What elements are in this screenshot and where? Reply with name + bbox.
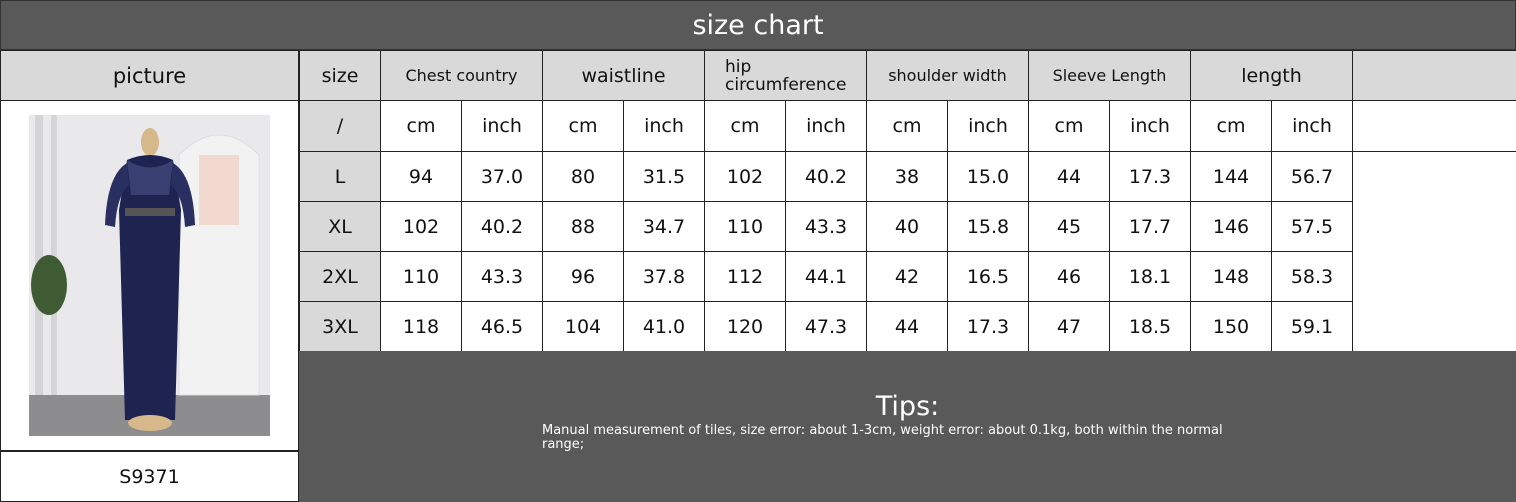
unit-cell: inch [461,100,543,152]
value-cell: 88 [542,201,624,252]
unit-cell: cm [704,100,786,152]
value-cell: 56.7 [1271,151,1353,202]
value-cell: 40.2 [461,201,543,252]
value-cell: 144 [1190,151,1272,202]
size-cell: XL [299,201,381,252]
unit-cell: inch [947,100,1029,152]
column-header: Sleeve Length [1028,50,1191,101]
value-cell: 110 [704,201,786,252]
picture-header: picture [0,50,299,101]
unit-cell: cm [1190,100,1272,152]
value-cell: 47 [1028,301,1110,352]
tips-title: Tips: [875,391,940,422]
unit-cell: cm [866,100,948,152]
value-cell: 43.3 [785,201,867,252]
value-cell: 80 [542,151,624,202]
value-cell: 17.3 [1109,151,1191,202]
value-cell: 16.5 [947,251,1029,302]
chart-title: size chart [0,0,1516,50]
value-cell: 148 [1190,251,1272,302]
value-cell: 46.5 [461,301,543,352]
value-cell: 43.3 [461,251,543,302]
value-cell: 47.3 [785,301,867,352]
value-cell: 15.8 [947,201,1029,252]
value-cell: 94 [380,151,462,202]
dress-photo [29,115,270,436]
value-cell: 44 [866,301,948,352]
size-cell: 2XL [299,251,381,302]
column-header: hip circumference [704,50,867,101]
value-cell: 104 [542,301,624,352]
value-cell: 38 [866,151,948,202]
empty-header [1352,50,1516,101]
value-cell: 15.0 [947,151,1029,202]
unit-cell: inch [1109,100,1191,152]
value-cell: 45 [1028,201,1110,252]
value-cell: 18.5 [1109,301,1191,352]
value-cell: 41.0 [623,301,705,352]
value-cell: 110 [380,251,462,302]
value-cell: 112 [704,251,786,302]
value-cell: 58.3 [1271,251,1353,302]
value-cell: 120 [704,301,786,352]
value-cell: 17.3 [947,301,1029,352]
value-cell: 59.1 [1271,301,1353,352]
value-cell: 17.7 [1109,201,1191,252]
value-cell: 57.5 [1271,201,1353,252]
size-header: size [299,50,381,101]
value-cell: 146 [1190,201,1272,252]
model-code: S9371 [0,451,299,502]
tips-text: Manual measurement of tiles, size error:… [542,423,1223,452]
value-cell: 102 [704,151,786,202]
unit-cell: cm [380,100,462,152]
value-cell: 96 [542,251,624,302]
value-cell: 44 [1028,151,1110,202]
value-cell: 42 [866,251,948,302]
value-cell: 31.5 [623,151,705,202]
unit-cell: inch [1271,100,1353,152]
value-cell: 150 [1190,301,1272,352]
size-cell: 3XL [299,301,381,352]
value-cell: 44.1 [785,251,867,302]
column-header: waistline [542,50,705,101]
value-cell: 40 [866,201,948,252]
tips-panel: Tips: Manual measurement of tiles, size … [299,351,1516,502]
value-cell: 46 [1028,251,1110,302]
value-cell: 40.2 [785,151,867,202]
unit-cell: cm [542,100,624,152]
size-cell: L [299,151,381,202]
value-cell: 37.8 [623,251,705,302]
unit-cell: inch [623,100,705,152]
column-header: length [1190,50,1353,101]
value-cell: 18.1 [1109,251,1191,302]
product-image [0,100,299,451]
value-cell: 102 [380,201,462,252]
column-header: Chest country [380,50,543,101]
value-cell: 37.0 [461,151,543,202]
unit-size-cell: / [299,100,381,152]
unit-cell: inch [785,100,867,152]
value-cell: 34.7 [623,201,705,252]
empty-unit-cell [1352,100,1516,152]
column-header: shoulder width [866,50,1029,101]
value-cell: 118 [380,301,462,352]
unit-cell: cm [1028,100,1110,152]
